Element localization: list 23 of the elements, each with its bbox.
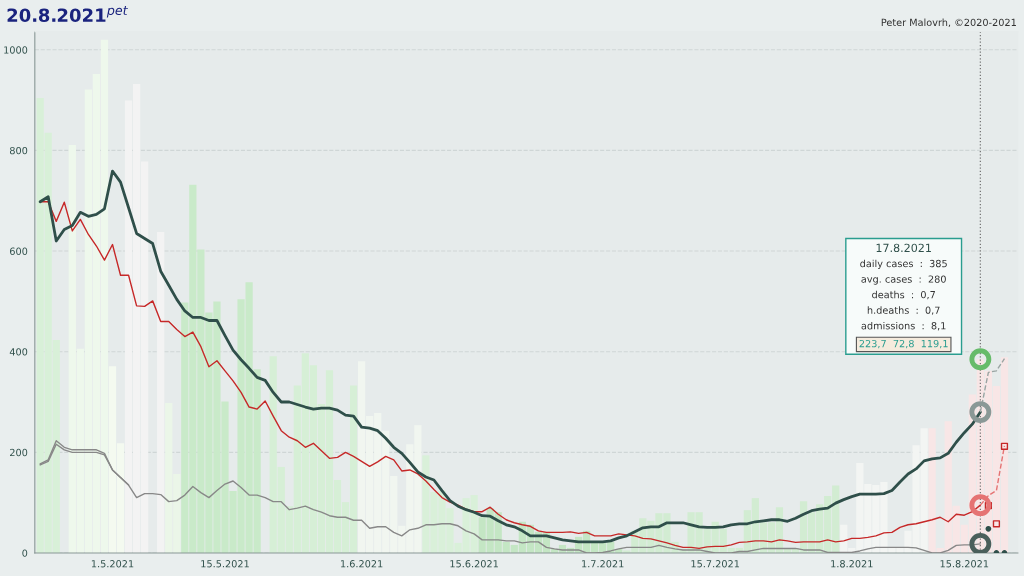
annotation: 223,7 72,8 119,1: [859, 339, 948, 349]
text: Peter Malovrh, ©2020-2021: [881, 18, 1016, 28]
y-tick-label: 200: [10, 448, 28, 457]
y-tick-label: 400: [9, 348, 28, 356]
x-tick-label: 1.8.2021: [831, 560, 873, 568]
x-tick-label: 15.5.2021: [201, 560, 249, 568]
x-tick-label: 15.8.2021: [940, 560, 989, 568]
annotation: avg. cases : 280: [861, 275, 946, 285]
annotation: 17.8.2021: [876, 243, 931, 253]
chart-title: 20.8.2021$^{pet}$: [7, 6, 128, 23]
y-tick-label: 600: [9, 247, 28, 255]
y-tick-label: 800: [9, 146, 28, 155]
y-tick-label: 1000: [4, 46, 28, 54]
x-tick-label: 1.6.2021: [341, 560, 383, 568]
x-tick-label: 1.7.2021: [582, 560, 624, 568]
annotation: admissions : 8,1: [861, 321, 946, 331]
x-tick-label: 15.6.2021: [450, 560, 498, 568]
y-tick-label: 0: [22, 549, 28, 557]
annotation: daily cases : 385: [860, 259, 947, 270]
x-tick-label: 1.5.2021: [91, 560, 134, 568]
annotation: h.deaths : 0,7: [867, 306, 940, 315]
x-tick-label: 15.7.2021: [691, 560, 740, 568]
annotation: deaths : 0,7: [872, 290, 935, 300]
